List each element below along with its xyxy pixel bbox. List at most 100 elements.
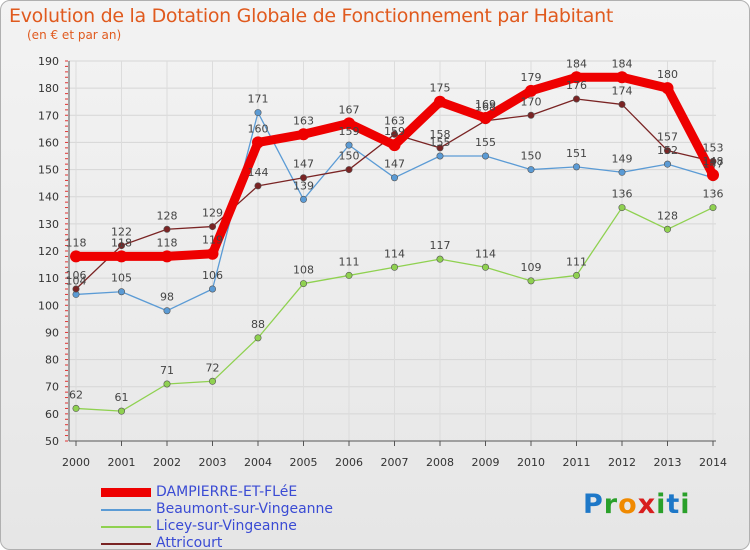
x-tick-label: 2001	[108, 456, 136, 469]
data-point	[663, 160, 671, 168]
data-label: 114	[384, 247, 405, 260]
data-point	[115, 250, 128, 263]
x-tick-label: 2002	[153, 456, 181, 469]
data-label: 129	[202, 207, 223, 220]
logo-letter: P	[583, 489, 604, 520]
y-tick-label: 90	[45, 326, 59, 339]
y-tick-label: 190	[38, 55, 59, 68]
data-label: 118	[157, 236, 178, 249]
data-label: 158	[430, 128, 451, 141]
data-point	[209, 377, 217, 385]
data-label: 169	[475, 98, 496, 111]
data-label: 157	[657, 131, 678, 144]
data-point	[254, 109, 262, 117]
data-label: 62	[69, 388, 83, 401]
data-label: 171	[248, 93, 269, 106]
data-label: 136	[612, 188, 633, 201]
y-tick-label: 140	[38, 191, 59, 204]
y-tick-label: 150	[38, 164, 59, 177]
y-tick-label: 80	[45, 354, 59, 367]
data-label: 114	[475, 247, 496, 260]
x-tick-label: 2008	[426, 456, 454, 469]
x-tick-label: 2011	[563, 456, 591, 469]
y-tick-label: 120	[38, 245, 59, 258]
data-label: 151	[566, 147, 587, 160]
data-point	[709, 204, 717, 212]
logo-letter: i	[656, 489, 667, 520]
data-point	[663, 225, 671, 233]
data-point	[570, 71, 583, 84]
data-label: 159	[339, 125, 360, 138]
proxiti-logo: Proxiti	[583, 489, 691, 520]
x-tick-label: 2004	[244, 456, 272, 469]
data-point	[390, 263, 398, 271]
data-point	[163, 225, 171, 233]
data-point	[663, 147, 671, 155]
data-label: 117	[430, 239, 451, 252]
data-point	[616, 71, 628, 84]
data-label: 128	[157, 209, 178, 222]
series-lines	[70, 71, 719, 415]
data-point	[661, 82, 674, 95]
data-point	[161, 250, 173, 263]
data-point	[618, 204, 626, 212]
data-label: 152	[657, 144, 678, 157]
data-point	[436, 152, 444, 160]
data-label: 159	[384, 125, 405, 138]
data-point	[525, 84, 537, 97]
data-label: 111	[339, 255, 360, 268]
data-label: 155	[430, 136, 451, 149]
data-label: 61	[115, 391, 129, 404]
data-label: 163	[384, 114, 405, 127]
data-label: 184	[566, 57, 587, 70]
data-point	[118, 407, 126, 415]
data-point	[388, 139, 401, 152]
data-point	[434, 95, 446, 108]
data-label: 170	[521, 95, 542, 108]
legend-item-beaumont: Beaumont-sur-Vingeanne	[101, 501, 401, 519]
data-label: 119	[202, 234, 223, 247]
data-point	[163, 307, 171, 315]
legend-label: Attricourt	[156, 535, 223, 550]
x-tick-label: 2013	[654, 456, 682, 469]
data-point	[299, 174, 307, 182]
x-tick-label: 2000	[62, 456, 90, 469]
data-point	[297, 128, 310, 141]
legend-item-licey: Licey-sur-Vingeanne	[101, 518, 401, 536]
data-point	[163, 380, 171, 388]
data-point	[527, 277, 535, 285]
x-tick-label: 2003	[199, 456, 227, 469]
y-tick-label: 180	[38, 82, 59, 95]
y-tick-label: 100	[38, 299, 59, 312]
data-label: 180	[657, 68, 678, 81]
data-label: 176	[566, 79, 587, 92]
data-point	[209, 285, 217, 293]
legend-item-dampierre: DAMPIERRE-ET-FLéE	[101, 484, 401, 502]
y-tick-label: 60	[45, 408, 59, 421]
data-label: 122	[111, 226, 132, 239]
data-label: 118	[66, 236, 87, 249]
data-label: 174	[612, 84, 633, 97]
data-point	[345, 141, 353, 149]
data-label: 72	[206, 361, 220, 374]
data-label: 147	[293, 158, 314, 171]
y-tick-label: 70	[45, 381, 59, 394]
data-point	[72, 285, 80, 293]
data-label: 106	[202, 269, 223, 282]
data-label: 106	[66, 269, 87, 282]
data-label: 105	[111, 272, 132, 285]
chart-title: Evolution de la Dotation Globale de Fonc…	[9, 5, 614, 27]
data-point	[299, 280, 307, 288]
data-label: 147	[703, 158, 724, 171]
logo-letter: t	[666, 489, 681, 520]
data-point	[572, 163, 580, 171]
y-tick-label: 110	[38, 272, 59, 285]
x-tick-label: 2010	[517, 456, 545, 469]
data-point	[390, 130, 398, 138]
data-label: 153	[703, 141, 724, 154]
data-label: 104	[66, 274, 87, 287]
legend-swatch	[101, 526, 151, 528]
data-label: 148	[703, 155, 724, 168]
y-tick-label: 160	[38, 136, 59, 149]
data-point	[254, 334, 262, 342]
